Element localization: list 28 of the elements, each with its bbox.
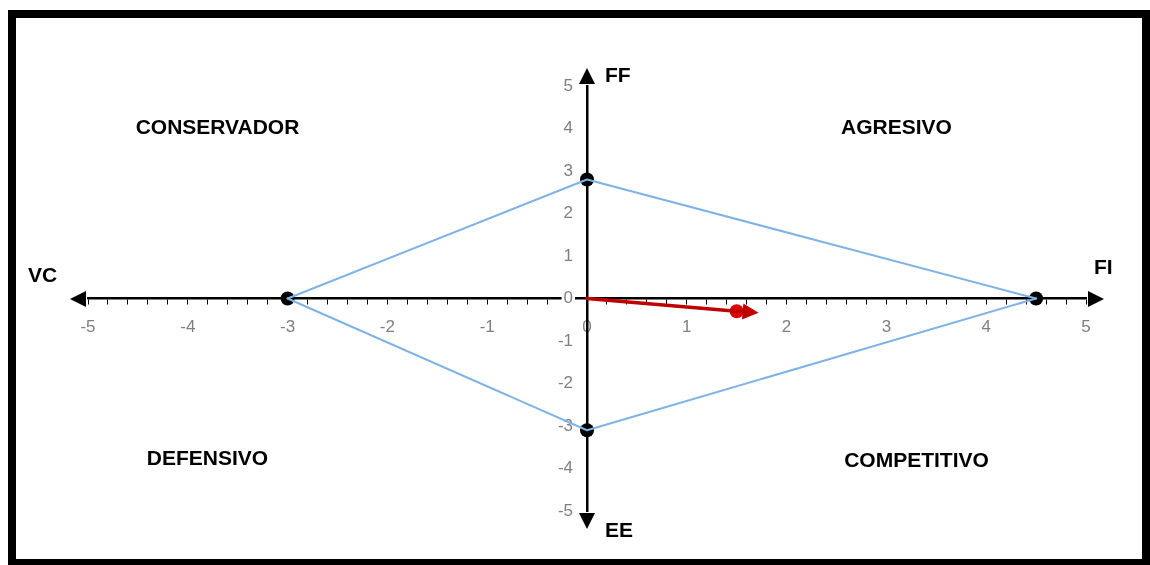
- y-tick-label: 2: [563, 203, 573, 223]
- x-tick-label: -2: [379, 317, 395, 337]
- y-tick-label: -2: [557, 373, 573, 393]
- annotation: DEFENSIVO: [146, 445, 269, 469]
- y-tick-label: 5: [563, 75, 573, 95]
- text: VC: [28, 263, 58, 287]
- y-tick-label: -1: [557, 330, 573, 350]
- annotation: CONSERVADOR: [135, 114, 300, 138]
- x-tick-label: -3: [280, 317, 296, 337]
- y-tick-label: -5: [557, 500, 573, 520]
- x-axis-title: FI: [1094, 255, 1113, 279]
- annotation: AGRESIVO: [841, 114, 952, 138]
- x-tick-label: -1: [479, 317, 495, 337]
- x-tick-label: 3: [881, 317, 892, 337]
- y-tick-label: 1: [563, 245, 573, 265]
- x-tick-label: -5: [80, 317, 96, 337]
- y-tick-label: -4: [557, 458, 573, 478]
- y-tick-label: 3: [563, 160, 573, 180]
- x-tick-label: -4: [180, 317, 196, 337]
- x-tick-label: 5: [1081, 317, 1091, 337]
- text: EE: [605, 517, 634, 541]
- x-tick-label: 4: [981, 317, 991, 337]
- y-axis-title: FF: [605, 62, 631, 86]
- y-tick-label: 4: [563, 118, 573, 138]
- annotation: COMPETITIVO: [844, 447, 989, 471]
- x-tick-label: 2: [781, 317, 792, 337]
- y-tick-label: 0: [563, 288, 573, 308]
- x-tick-label: 1: [682, 317, 692, 337]
